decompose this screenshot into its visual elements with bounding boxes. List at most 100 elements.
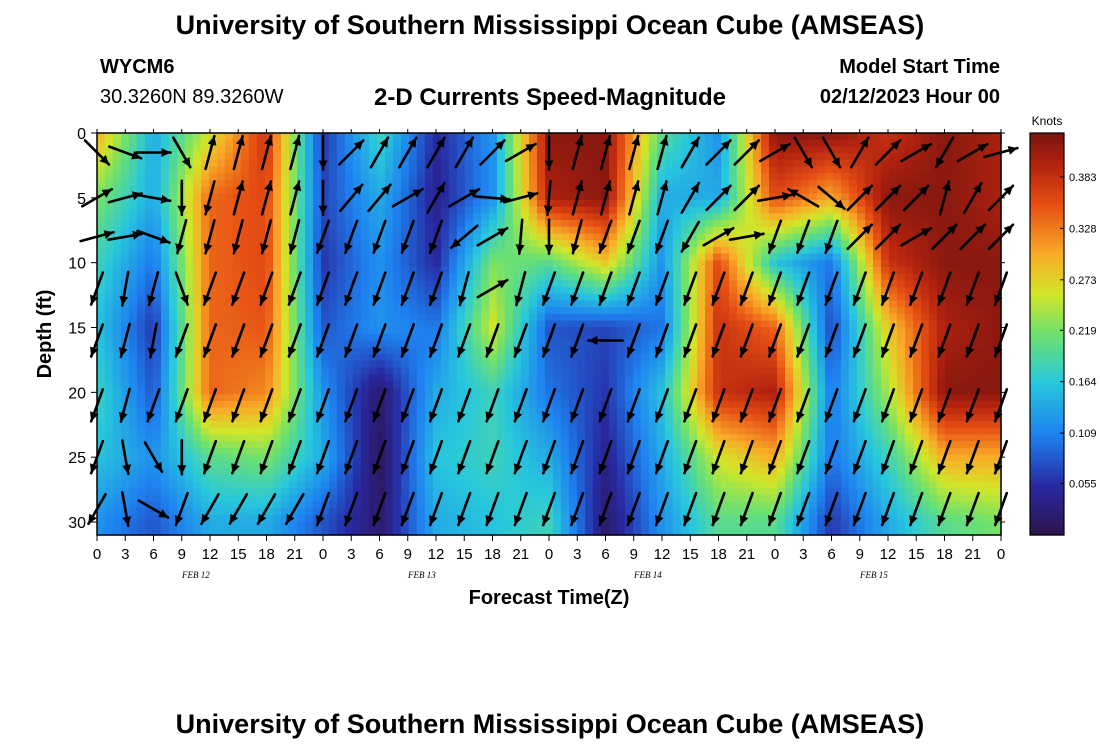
heatmap-cell — [297, 340, 306, 348]
heatmap-cell — [465, 173, 474, 181]
heatmap-cell — [721, 253, 730, 261]
heatmap-cell — [633, 387, 642, 395]
heatmap-cell — [945, 287, 954, 295]
heatmap-cell — [993, 146, 1002, 154]
heatmap-cell — [337, 193, 346, 201]
heatmap-cell — [649, 260, 658, 268]
heatmap-cell — [945, 206, 954, 214]
heatmap-cell — [145, 166, 154, 174]
heatmap-cell — [129, 186, 138, 194]
heatmap-cell — [721, 327, 730, 335]
heatmap-cell — [873, 146, 882, 154]
heatmap-cell — [161, 193, 170, 201]
heatmap-cell — [721, 246, 730, 255]
heatmap-cell — [817, 287, 826, 295]
heatmap-cell — [665, 146, 674, 154]
heatmap-cell — [961, 307, 970, 315]
heatmap-cell — [649, 347, 658, 355]
heatmap-cell — [553, 206, 562, 214]
heatmap-cell — [649, 293, 658, 302]
heatmap-cell — [345, 280, 354, 288]
heatmap-cell — [657, 273, 666, 281]
heatmap-cell — [761, 139, 770, 147]
heatmap-cell — [441, 280, 450, 288]
heatmap-cell — [425, 153, 434, 161]
heatmap-cell — [561, 387, 570, 395]
heatmap-cell — [369, 313, 378, 322]
heatmap-cell — [273, 407, 282, 415]
heatmap-cell — [441, 146, 450, 154]
heatmap-cell — [737, 240, 746, 248]
heatmap-cell — [97, 220, 106, 228]
heatmap-cell — [505, 200, 514, 208]
heatmap-cell — [577, 213, 586, 221]
heatmap-cell — [233, 179, 242, 188]
heatmap-cell — [201, 421, 210, 429]
heatmap-cell — [897, 293, 906, 302]
heatmap-cell — [921, 387, 930, 395]
heatmap-cell — [361, 240, 370, 248]
heatmap-cell — [217, 139, 226, 147]
heatmap-cell — [689, 360, 698, 369]
heatmap-cell — [449, 233, 458, 241]
heatmap-cell — [593, 159, 602, 168]
heatmap-cell — [537, 166, 546, 174]
heatmap-cell — [953, 334, 962, 342]
heatmap-cell — [889, 347, 898, 355]
heatmap-cell — [193, 367, 202, 375]
heatmap-cell — [585, 280, 594, 288]
heatmap-cell — [841, 226, 850, 235]
heatmap-cell — [905, 354, 914, 362]
heatmap-cell — [529, 300, 538, 308]
heatmap-cell — [761, 354, 770, 362]
heatmap-cell — [449, 173, 458, 181]
heatmap-cell — [249, 287, 258, 295]
heatmap-cell — [833, 267, 842, 275]
heatmap-cell — [129, 287, 138, 295]
heatmap-cell — [593, 407, 602, 415]
heatmap-cell — [641, 193, 650, 201]
heatmap-cell — [305, 166, 314, 174]
heatmap-cell — [945, 300, 954, 308]
heatmap-cell — [577, 233, 586, 241]
heatmap-cell — [297, 193, 306, 201]
heatmap-cell — [177, 427, 186, 436]
heatmap-cell — [841, 407, 850, 415]
heatmap-cell — [969, 159, 978, 168]
heatmap-cell — [857, 313, 866, 322]
heatmap-cell — [785, 347, 794, 355]
heatmap-cell — [249, 421, 258, 429]
heatmap-cell — [169, 287, 178, 295]
heatmap-cell — [449, 320, 458, 328]
heatmap-cell — [713, 159, 722, 168]
heatmap-cell — [761, 206, 770, 214]
heatmap-cell — [705, 394, 714, 402]
heatmap-cell — [673, 153, 682, 161]
heatmap-cell — [857, 179, 866, 188]
heatmap-cell — [393, 240, 402, 248]
heatmap-cell — [505, 280, 514, 288]
heatmap-cell — [633, 360, 642, 369]
heatmap-cell — [281, 414, 290, 422]
heatmap-cell — [425, 139, 434, 147]
heatmap-cell — [577, 159, 586, 168]
heatmap-cell — [305, 394, 314, 402]
heatmap-cell — [945, 159, 954, 168]
heatmap-cell — [481, 347, 490, 355]
heatmap-cell — [145, 307, 154, 315]
heatmap-cell — [609, 267, 618, 275]
heatmap-cell — [617, 354, 626, 362]
heatmap-cell — [809, 354, 818, 362]
heatmap-cell — [409, 260, 418, 268]
heatmap-cell — [657, 186, 666, 194]
heatmap-cell — [617, 179, 626, 188]
heatmap-cell — [657, 367, 666, 375]
heatmap-cell — [137, 273, 146, 281]
heatmap-cell — [817, 387, 826, 395]
heatmap-cell — [369, 193, 378, 201]
heatmap-cell — [233, 360, 242, 369]
heatmap-cell — [113, 200, 122, 208]
heatmap-cell — [937, 287, 946, 295]
heatmap-cell — [433, 387, 442, 395]
heatmap-cell — [585, 240, 594, 248]
